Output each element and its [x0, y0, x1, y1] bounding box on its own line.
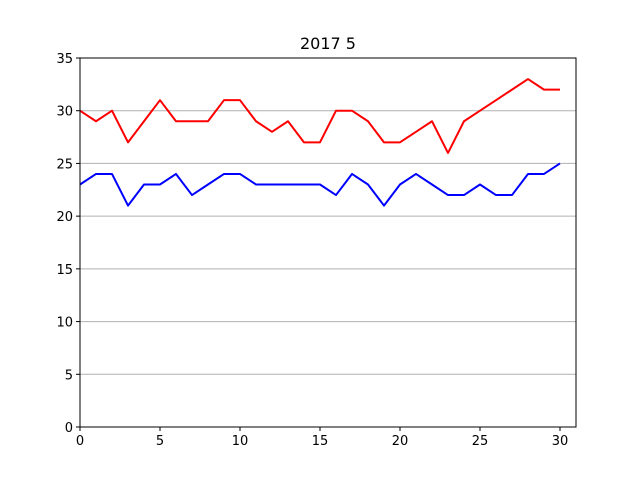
plot-frame — [79, 57, 577, 428]
x-tick-label: 5 — [156, 434, 164, 449]
y-tick-label: 30 — [56, 105, 73, 120]
x-tick-label: 25 — [472, 434, 489, 449]
x-axis: 0 5 10 15 20 25 30 — [76, 427, 568, 449]
y-axis: 0 5 10 15 20 25 30 35 — [56, 52, 80, 436]
series-line-1 — [79, 78, 560, 154]
y-tick-label: 15 — [56, 263, 73, 278]
y-tick-label: 0 — [65, 421, 73, 436]
x-tick-label: 15 — [312, 434, 329, 449]
x-tick-label: 0 — [76, 434, 84, 449]
y-tick-label: 5 — [65, 368, 73, 383]
y-tick-label: 20 — [56, 210, 73, 225]
y-tick-label: 10 — [56, 316, 73, 331]
x-tick-label: 20 — [392, 434, 409, 449]
series-line-2 — [79, 162, 561, 207]
y-tick-label: 25 — [56, 157, 73, 172]
x-tick-label: 10 — [232, 434, 249, 449]
y-tick-label: 35 — [56, 52, 73, 67]
chart-title: 2017 5 — [300, 34, 356, 53]
x-tick-label: 30 — [552, 434, 569, 449]
grid-lines — [80, 57, 576, 428]
series-lines — [79, 78, 561, 207]
